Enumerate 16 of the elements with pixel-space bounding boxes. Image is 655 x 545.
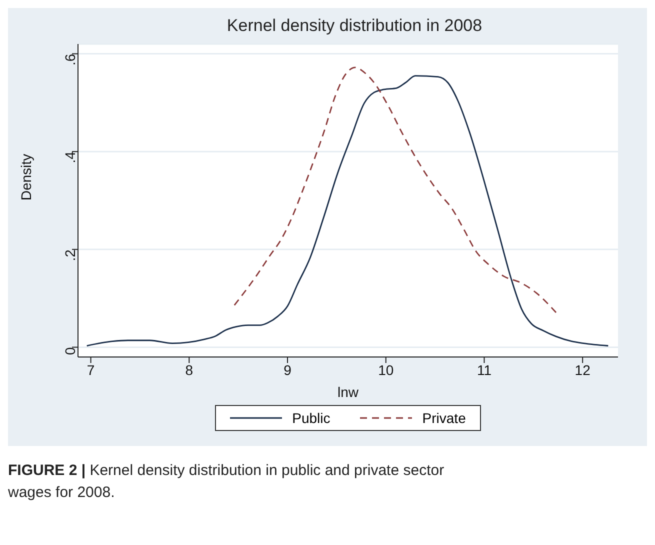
x-tick-label: 12 xyxy=(574,362,591,378)
x-tick-label: 7 xyxy=(86,362,95,378)
x-axis-title: lnw xyxy=(337,384,360,400)
chart-title: Kernel density distribution in 2008 xyxy=(226,16,484,36)
y-tick-label: .2 xyxy=(62,249,78,262)
x-tick-label: 10 xyxy=(378,362,394,378)
legend-label: Private xyxy=(421,410,466,426)
y-tick-label: .4 xyxy=(62,151,78,164)
y-tick-label: .6 xyxy=(62,54,78,66)
legend-label: Public xyxy=(291,410,330,426)
x-tick-label: 11 xyxy=(476,362,492,378)
y-tick-label: 0 xyxy=(62,347,78,356)
x-tick-label: 8 xyxy=(185,362,194,378)
caption: FIGURE 2 | Kernel density distribution in public and private sector wages for 2008. xyxy=(8,461,446,503)
y-axis-title: Density xyxy=(18,154,34,200)
x-tick-label: 9 xyxy=(284,362,292,378)
